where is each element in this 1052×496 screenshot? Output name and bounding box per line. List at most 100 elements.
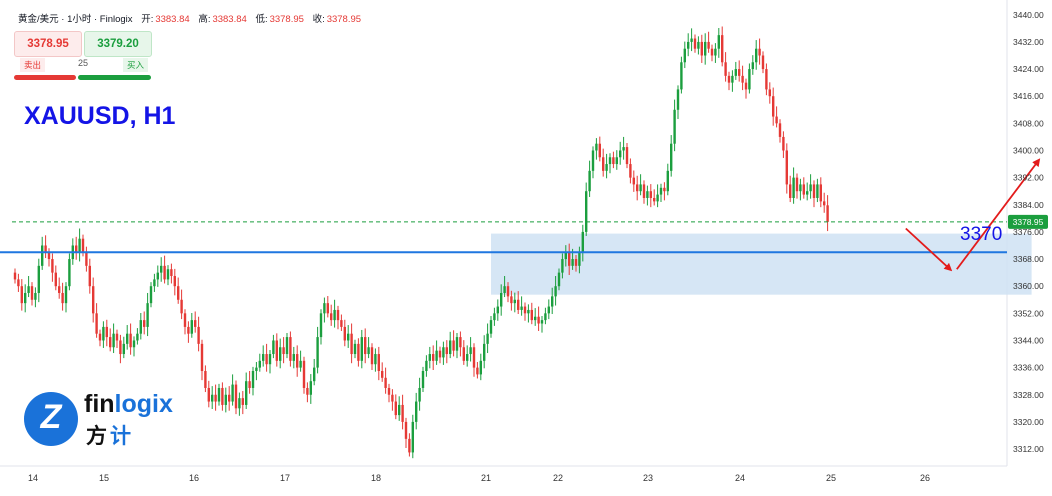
candle-body: [231, 384, 234, 402]
x-tick-label: 17: [280, 473, 290, 483]
candle-body: [636, 184, 639, 192]
overlay-layer: 3378.95: [0, 158, 1048, 272]
candle-body: [166, 269, 170, 280]
candle-body: [673, 109, 676, 144]
candle-body: [479, 360, 482, 375]
candle-body: [17, 279, 20, 287]
sell-bar: [14, 75, 76, 80]
candle-body: [472, 347, 476, 368]
candle-body: [47, 252, 51, 260]
y-tick-label: 3376.00: [1013, 227, 1044, 237]
candle-body: [204, 371, 207, 388]
logo-mark-icon: Z: [24, 392, 78, 446]
y-tick-label: 3432.00: [1013, 37, 1044, 47]
candle-body: [615, 157, 618, 165]
buy-label[interactable]: 买入: [122, 58, 148, 72]
close-label: 收:: [312, 14, 325, 25]
candle-body: [520, 306, 523, 310]
candle-body: [724, 62, 727, 76]
candle-body: [598, 143, 601, 158]
candle-body: [534, 316, 537, 321]
candle-body: [364, 337, 367, 355]
x-tick-label: 24: [735, 473, 745, 483]
high-value: 3383.84: [212, 14, 247, 25]
candle-body: [619, 150, 622, 158]
candle-body: [557, 272, 561, 287]
time-axis: 14 15 16 17 18 21 22 23 24 25 26: [28, 473, 930, 483]
candle-body: [459, 337, 462, 348]
candle-body: [272, 340, 275, 355]
candle-body: [326, 303, 329, 314]
sell-label[interactable]: 卖出: [20, 58, 46, 72]
candle-body: [245, 381, 248, 405]
candle-body: [432, 354, 435, 361]
candle-body: [527, 309, 530, 314]
logo-wordmark: finlogix: [84, 390, 173, 419]
candle-body: [721, 35, 724, 63]
candle-body: [258, 360, 261, 368]
candle-body: [75, 245, 78, 253]
quantity-value[interactable]: 25: [77, 58, 88, 68]
candle-body: [194, 320, 197, 327]
trade-panel: 3378.95 3379.20 卖出 25 买入: [14, 31, 152, 82]
y-tick-label: 3360.00: [1013, 281, 1044, 291]
candle-body: [483, 343, 486, 361]
candle-body: [802, 184, 805, 195]
candle-body: [717, 35, 720, 49]
buy-price-button[interactable]: 3379.20: [84, 31, 152, 57]
candle-body: [755, 48, 758, 63]
candle-body: [163, 265, 166, 280]
sell-price-button[interactable]: 3378.95: [14, 31, 82, 57]
candle-body: [347, 333, 350, 341]
candle-body: [768, 89, 771, 97]
candle-body: [170, 269, 173, 277]
candle-body: [731, 75, 734, 83]
candle-body: [340, 320, 343, 327]
candle-body: [540, 320, 544, 324]
candle-body: [687, 41, 690, 49]
x-tick-label: 26: [920, 473, 930, 483]
close-value: 3378.95: [326, 14, 362, 25]
logo-word-b: logix: [114, 390, 173, 418]
candle-body: [704, 41, 707, 56]
candle-body: [408, 438, 411, 453]
candle-body: [816, 184, 819, 198]
candle-body: [153, 279, 156, 287]
candle-body: [248, 381, 251, 388]
candle-body: [221, 387, 224, 405]
candle-body: [88, 265, 91, 287]
candle-body: [530, 309, 533, 321]
candle-body: [139, 320, 142, 334]
candle-body: [207, 387, 210, 402]
candle-body: [187, 326, 190, 334]
candle-body: [306, 387, 309, 395]
candle-body: [64, 286, 68, 304]
candle-body: [302, 360, 306, 388]
candle-body: [132, 340, 136, 348]
candle-body: [234, 384, 238, 409]
candle-body: [394, 401, 397, 416]
candle-body: [296, 354, 299, 368]
y-tick-label: 3408.00: [1013, 118, 1044, 128]
candle-body: [81, 238, 85, 253]
candle-body: [377, 354, 380, 372]
candle-body: [58, 286, 61, 293]
candle-body: [561, 259, 564, 273]
support-zone: [491, 233, 1032, 295]
candle-body: [217, 387, 221, 402]
candle-body: [44, 245, 47, 253]
y-tick-label: 3312.00: [1013, 444, 1044, 454]
y-tick-label: 3400.00: [1013, 145, 1044, 155]
candle-body: [275, 340, 278, 361]
candle-body: [268, 354, 272, 365]
candle-body: [823, 201, 826, 206]
symbol-ohlc-header: 黄金/美元 · 1小时 · Finlogix 开: 3383.84 高: 3383.…: [18, 11, 361, 25]
candle-body: [34, 292, 37, 300]
x-tick-label: 22: [553, 473, 563, 483]
candle-body: [544, 313, 547, 321]
candle-body: [228, 394, 231, 402]
y-tick-label: 3440.00: [1013, 10, 1044, 20]
candle-body: [748, 69, 751, 90]
candle-body: [462, 347, 465, 361]
